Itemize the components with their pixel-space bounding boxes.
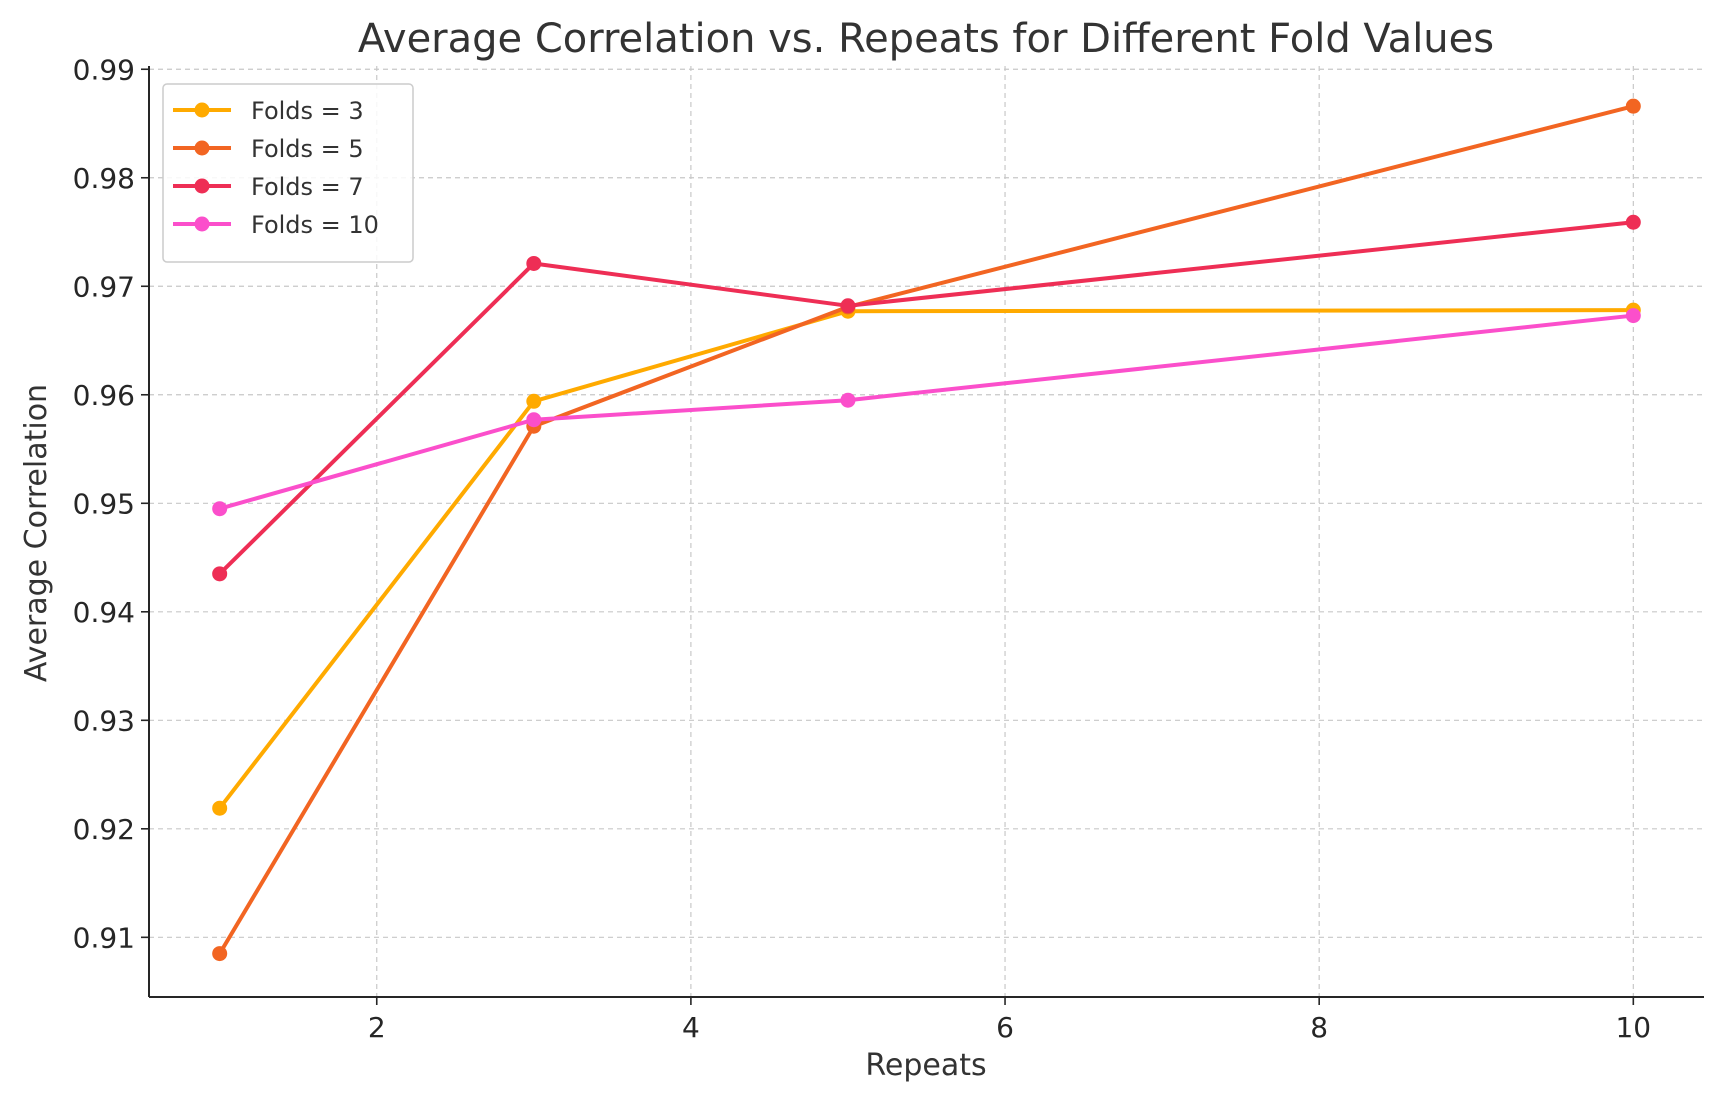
chart-title: Average Correlation vs. Repeats for Diff… <box>358 16 1494 62</box>
legend-label: Folds = 10 <box>251 211 379 239</box>
series-line <box>219 313 1634 511</box>
legend-item: Folds = 5 <box>173 135 364 163</box>
data-point <box>212 501 228 517</box>
y-tick-label: 0.93 <box>73 704 135 737</box>
legend-box <box>162 83 414 263</box>
x-tick-label: 8 <box>1310 1011 1328 1044</box>
series-3 <box>212 214 1641 582</box>
data-point <box>1625 98 1641 114</box>
legend-swatch-marker <box>194 216 210 232</box>
series-line <box>218 308 1634 810</box>
y-tick-label: 0.99 <box>73 53 135 86</box>
data-point <box>840 298 856 314</box>
legend-swatch-marker <box>194 178 210 194</box>
legend-label: Folds = 7 <box>251 173 364 201</box>
data-point <box>212 800 228 816</box>
y-tick-label: 0.95 <box>73 487 135 520</box>
data-point <box>526 412 542 428</box>
data-point <box>526 393 542 409</box>
legend-label: Folds = 3 <box>251 97 364 125</box>
data-point <box>840 392 856 408</box>
y-axis-label: Average Correlation <box>19 384 54 682</box>
x-axis-label: Repeats <box>865 1048 986 1083</box>
axes <box>148 66 1704 998</box>
legend-item: Folds = 7 <box>173 173 364 201</box>
x-tick-label: 10 <box>1615 1011 1651 1044</box>
data-point <box>1625 308 1641 324</box>
y-tick-label: 0.94 <box>73 596 135 629</box>
legend-item: Folds = 10 <box>173 211 379 239</box>
data-point <box>212 566 228 582</box>
x-tick-label: 2 <box>368 1011 386 1044</box>
legend-swatch-marker <box>194 140 210 156</box>
legend-label: Folds = 5 <box>251 135 364 163</box>
x-tick-label: 6 <box>996 1011 1014 1044</box>
y-tick-label: 0.96 <box>73 379 135 412</box>
legend: Folds = 3 Folds = 5 Folds = 7 Folds = 10 <box>162 83 414 263</box>
ticks: 2 4 6 8 10 0.91 0.92 0.93 0.94 0.95 0.96 0.97 0.98 0.… <box>73 53 1651 1044</box>
legend-item: Folds = 3 <box>173 97 364 125</box>
series-line <box>217 104 1634 955</box>
data-point <box>212 946 228 962</box>
y-tick-label: 0.92 <box>73 813 135 846</box>
series-line <box>218 220 1634 576</box>
legend-swatch-marker <box>194 102 210 118</box>
x-tick-label: 4 <box>682 1011 700 1044</box>
y-tick-label: 0.97 <box>73 270 135 303</box>
series-4 <box>212 308 1641 517</box>
series-group <box>212 98 1641 962</box>
y-tick-label: 0.91 <box>73 921 135 954</box>
data-point <box>1625 214 1641 230</box>
y-tick-label: 0.98 <box>73 162 135 195</box>
data-point <box>526 255 542 271</box>
